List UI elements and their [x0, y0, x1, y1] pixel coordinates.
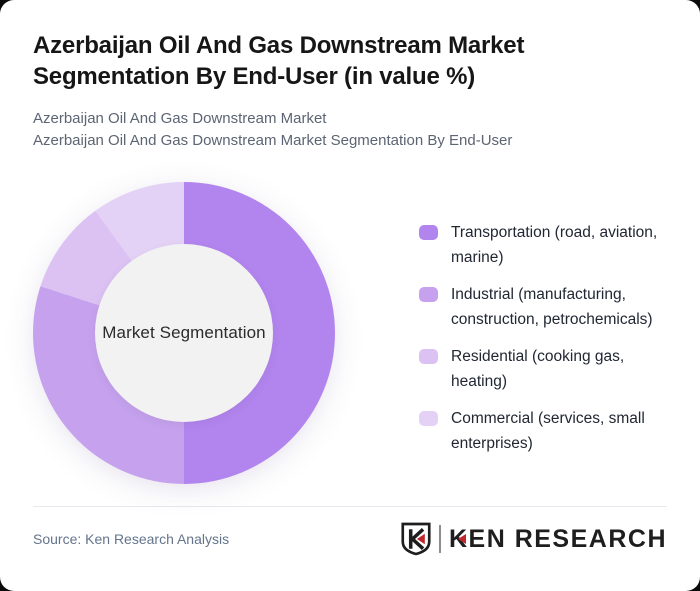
subtitle-line-2: Azerbaijan Oil And Gas Downstream Market… [33, 132, 513, 149]
legend-item: Industrial (manufacturing, construction,… [419, 282, 681, 332]
chart-area: Market Segmentation Transportation (road… [33, 182, 667, 484]
legend-swatch [419, 287, 438, 302]
footer: Source: Ken Research Analysis KEN RESEAR… [33, 507, 667, 556]
legend-label: Transportation (road, aviation, marine) [451, 224, 658, 266]
legend-swatch [419, 349, 438, 364]
source-text: Source: Ken Research Analysis [33, 531, 230, 547]
donut-center-label: Market Segmentation [102, 323, 266, 342]
ken-research-shield-icon [401, 522, 431, 556]
legend-item: Transportation (road, aviation, marine) [419, 220, 681, 270]
logo-divider [438, 525, 441, 553]
legend-item: Commercial (services, small enterprises) [419, 406, 681, 456]
legend-label: Industrial (manufacturing, construction,… [451, 286, 653, 328]
legend-swatch [419, 225, 438, 240]
donut-hole: Market Segmentation [95, 244, 273, 422]
legend-label: Residential (cooking gas, heating) [451, 348, 625, 390]
subtitle-line-1: Azerbaijan Oil And Gas Downstream Market [33, 110, 327, 127]
ken-research-logo: KEN RESEARCH [401, 522, 667, 556]
footer-divider [33, 506, 667, 507]
page-title: Azerbaijan Oil And Gas Downstream Market… [33, 32, 525, 90]
legend: Transportation (road, aviation, marine) I… [419, 220, 681, 456]
logo-text: KEN RESEARCH [448, 524, 667, 553]
legend-swatch [419, 411, 438, 426]
donut-chart-wrap: Market Segmentation [33, 182, 335, 484]
legend-label: Commercial (services, small enterprises) [451, 410, 645, 452]
legend-item: Residential (cooking gas, heating) [419, 344, 681, 394]
subtitle-block: Azerbaijan Oil And Gas Downstream Market… [33, 108, 667, 152]
